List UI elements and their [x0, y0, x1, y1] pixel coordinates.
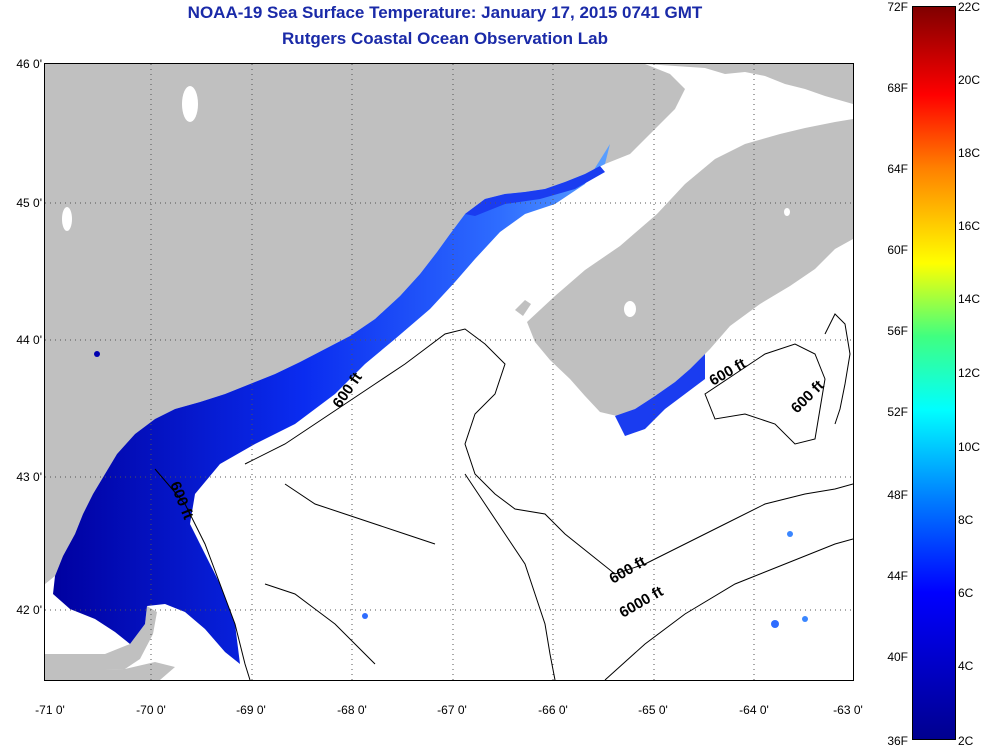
map-canvas: 600 ft 600 ft 600 ft 600 ft 600 ft 6000 …	[45, 64, 853, 680]
sst-speckle	[362, 613, 368, 619]
colorbar-label-c: 14C	[958, 292, 981, 306]
colorbar-label-f: 44F	[887, 569, 908, 583]
colorbar-label-f: 60F	[887, 243, 908, 257]
lon-tick-label: -69 0'	[236, 703, 266, 717]
colorbar-label-f: 68F	[887, 81, 908, 95]
contour-label: 6000 ft	[617, 583, 667, 621]
colorbar-label-c: 2C	[958, 734, 974, 748]
colorbar-label-c: 12C	[958, 366, 981, 380]
colorbar-label-f: 72F	[887, 0, 908, 14]
lat-tick-label: 44 0'	[16, 333, 42, 347]
colorbar-label-f: 52F	[887, 405, 908, 419]
lat-tick-label: 43 0'	[16, 470, 42, 484]
colorbar-label-c: 18C	[958, 146, 981, 160]
sst-coastal-band	[53, 144, 610, 664]
depth-contours	[154, 313, 853, 680]
lon-tick-label: -70 0'	[136, 703, 166, 717]
sst-speckle	[787, 531, 793, 537]
colorbar-label-c: 22C	[958, 0, 981, 14]
contour-label: 600 ft	[607, 553, 649, 587]
colorbar-label-c: 6C	[958, 586, 974, 600]
sst-nova-scotia-band	[615, 354, 705, 436]
lon-tick-label: -65 0'	[638, 703, 668, 717]
colorbar-label-f: 48F	[887, 488, 908, 502]
lon-tick-label: -68 0'	[337, 703, 367, 717]
lake	[182, 86, 198, 122]
colorbar-label-f: 64F	[887, 162, 908, 176]
lon-tick-label: -64 0'	[739, 703, 769, 717]
land-cape-cod	[45, 606, 157, 672]
land-mainland	[45, 64, 685, 584]
lon-tick-label: -63 0'	[833, 703, 863, 717]
lat-tick-label: 46 0'	[16, 57, 42, 71]
lat-tick-label: 42 0'	[16, 603, 42, 617]
lat-tick-label: 45 0'	[16, 196, 42, 210]
colorbar-label-f: 36F	[887, 734, 908, 748]
land-new-brunswick	[645, 64, 853, 104]
colorbar-label-c: 8C	[958, 513, 974, 527]
lake	[624, 301, 636, 317]
colorbar-label-f: 40F	[887, 650, 908, 664]
land-nova-scotia	[527, 119, 853, 416]
colorbar-label-c: 4C	[958, 659, 974, 673]
map-subtitle: Rutgers Coastal Ocean Observation Lab	[282, 29, 608, 48]
lon-tick-label: -67 0'	[437, 703, 467, 717]
lake	[62, 207, 72, 231]
colorbar-label-f: 56F	[887, 324, 908, 338]
lon-tick-label: -66 0'	[538, 703, 568, 717]
sst-map: 600 ft 600 ft 600 ft 600 ft 600 ft 6000 …	[44, 63, 854, 681]
land-grand-manan	[515, 300, 531, 316]
colorbar-label-c: 10C	[958, 440, 981, 454]
sst-speckle	[771, 620, 779, 628]
sst-speckle	[802, 616, 808, 622]
sst-speckle	[94, 351, 100, 357]
lon-tick-label: -71 0'	[35, 703, 65, 717]
land-southern-coast	[45, 662, 175, 680]
lake	[784, 208, 790, 216]
contour-label: 600 ft	[707, 355, 749, 389]
sst-colorbar	[912, 6, 956, 740]
colorbar-label-c: 20C	[958, 73, 981, 87]
map-title: NOAA-19 Sea Surface Temperature: January…	[187, 3, 703, 22]
colorbar-label-c: 16C	[958, 219, 981, 233]
